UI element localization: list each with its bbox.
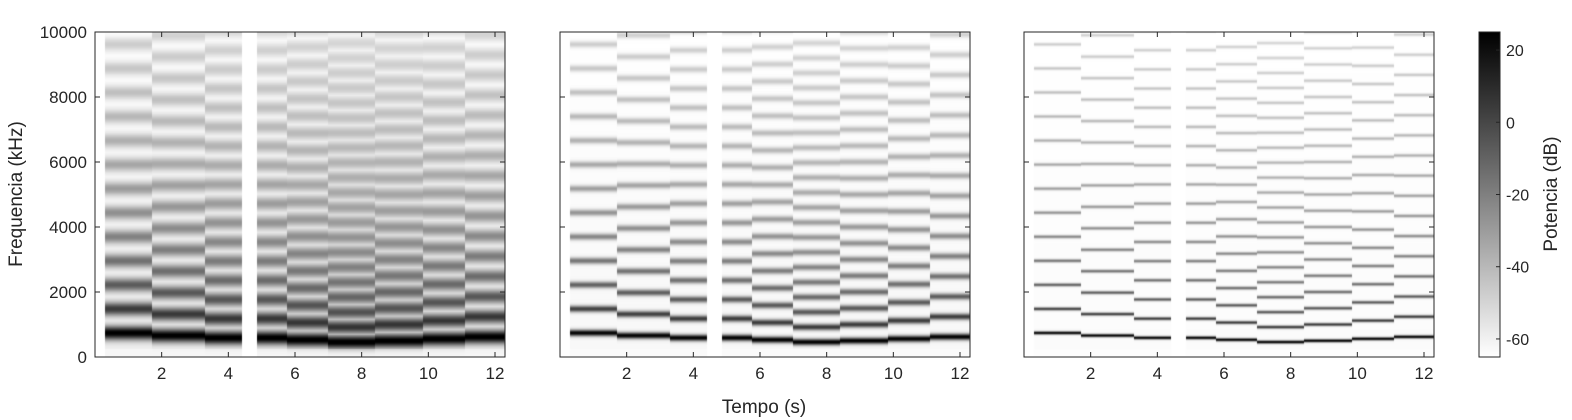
y-tick-label: 6000 — [49, 153, 87, 172]
x-tick-label: 10 — [884, 364, 903, 383]
y-ticks — [94, 31, 506, 358]
colorbar: 20 0 -20 -40 -60 Potencia (dB) — [1478, 31, 1562, 358]
spectrogram-raster — [1024, 32, 1434, 357]
y-axis-title: Frequencia (kHz) — [6, 121, 27, 267]
spectrogram-image — [1024, 32, 1434, 357]
spectrogram-panel-1: 2 4 6 8 10 12 — [94, 31, 506, 383]
x-tick-label: 4 — [224, 364, 233, 383]
x-tick-label: 10 — [1348, 364, 1367, 383]
spectrogram-raster — [560, 32, 970, 357]
colorbar-tick-label: 20 — [1506, 43, 1524, 60]
x-tick-label: 2 — [622, 364, 631, 383]
x-ticks: 2 4 6 8 10 12 — [1086, 32, 1434, 383]
colorbar-ticks: 20 0 -20 -40 -60 — [1496, 43, 1529, 349]
spectrogram-image — [560, 32, 970, 357]
colorbar-title: Potencia (dB) — [1541, 136, 1562, 251]
y-tick-labels: 0 2000 4000 6000 8000 10000 — [40, 23, 87, 367]
x-tick-label: 4 — [689, 364, 698, 383]
spectrogram-panel-2: 2 4 6 8 10 12 — [559, 31, 971, 383]
x-tick-label: 12 — [951, 364, 970, 383]
spectrogram-raster — [95, 32, 505, 357]
spectrogram-image — [95, 32, 505, 357]
x-tick-label: 8 — [357, 364, 366, 383]
y-tick-label: 4000 — [49, 218, 87, 237]
colorbar-tick-label: -20 — [1506, 188, 1529, 205]
x-tick-label: 4 — [1153, 364, 1162, 383]
y-ticks — [559, 31, 971, 358]
x-tick-label: 6 — [290, 364, 299, 383]
x-ticks: 2 4 6 8 10 12 — [157, 32, 505, 383]
plot-frame-outline — [559, 31, 971, 358]
y-tick-label: 0 — [78, 348, 87, 367]
colorbar-tick-label: -40 — [1506, 260, 1529, 277]
plot-frame-outline — [94, 31, 506, 358]
y-tick-label: 10000 — [40, 23, 87, 42]
x-tick-label: 12 — [1415, 364, 1434, 383]
x-ticks: 2 4 6 8 10 12 — [622, 32, 970, 383]
x-tick-label: 6 — [1219, 364, 1228, 383]
y-ticks — [1023, 31, 1435, 358]
colorbar-tick-label: 0 — [1506, 115, 1515, 132]
x-tick-label: 8 — [1286, 364, 1295, 383]
x-axis-title: Tempo (s) — [722, 397, 806, 418]
y-tick-label: 8000 — [49, 88, 87, 107]
plot-frame-outline — [1023, 31, 1435, 358]
x-tick-label: 6 — [755, 364, 764, 383]
y-tick-label: 2000 — [49, 283, 87, 302]
x-tick-label: 2 — [1086, 364, 1095, 383]
colorbar-tick-label: -60 — [1506, 332, 1529, 349]
spectrogram-panel-3: 2 4 6 8 10 12 — [1023, 31, 1435, 383]
x-tick-label: 8 — [822, 364, 831, 383]
x-tick-label: 10 — [419, 364, 438, 383]
x-tick-label: 2 — [157, 364, 166, 383]
x-tick-label: 12 — [486, 364, 505, 383]
